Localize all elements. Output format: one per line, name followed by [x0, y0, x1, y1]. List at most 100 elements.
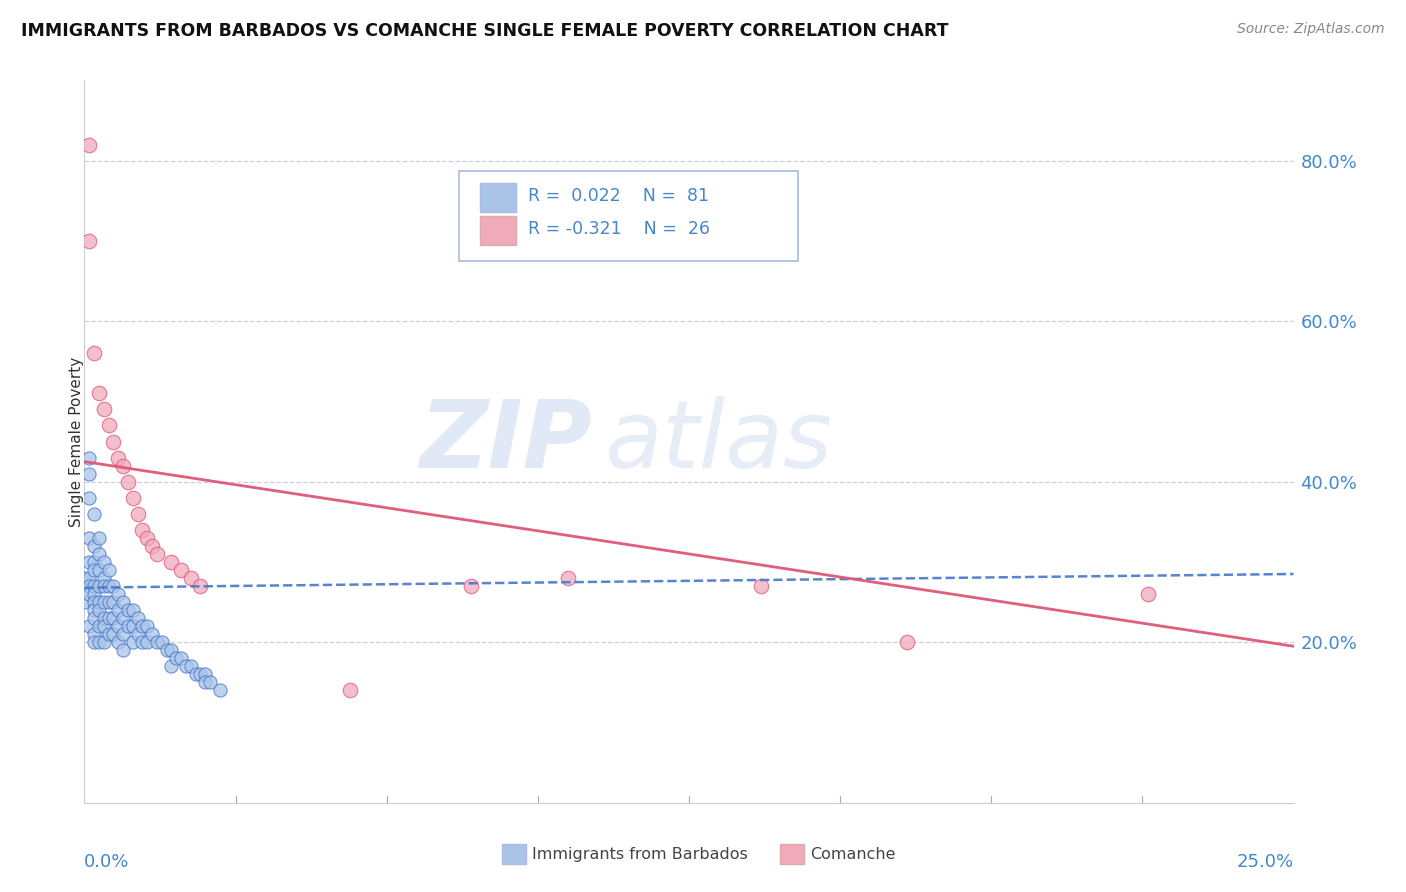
Point: [107, 587, 129, 601]
Point: [160, 659, 183, 673]
Point: [180, 571, 202, 585]
Point: [146, 635, 169, 649]
Point: [131, 619, 153, 633]
Point: [339, 683, 361, 698]
Point: [97, 579, 120, 593]
Point: [121, 619, 143, 633]
Point: [174, 659, 197, 673]
Point: [103, 627, 125, 641]
Text: IMMIGRANTS FROM BARBADOS VS COMANCHE SINGLE FEMALE POVERTY CORRELATION CHART: IMMIGRANTS FROM BARBADOS VS COMANCHE SIN…: [21, 22, 949, 40]
Point: [83, 555, 105, 569]
Point: [170, 563, 193, 577]
Y-axis label: Single Female Poverty: Single Female Poverty: [69, 357, 83, 526]
Point: [87, 547, 110, 561]
Point: [83, 611, 105, 625]
Point: [77, 137, 100, 152]
Point: [83, 563, 105, 577]
Point: [141, 627, 163, 641]
Point: [107, 450, 129, 465]
Point: [87, 635, 110, 649]
Point: [112, 643, 135, 657]
Point: [77, 587, 100, 601]
Point: [160, 555, 183, 569]
Point: [83, 587, 105, 601]
Point: [87, 531, 110, 545]
Text: ZIP: ZIP: [419, 395, 592, 488]
Point: [83, 507, 105, 521]
Point: [83, 346, 105, 360]
FancyBboxPatch shape: [460, 170, 797, 260]
Point: [77, 234, 100, 248]
Text: 0.0%: 0.0%: [84, 854, 129, 871]
Bar: [479, 183, 516, 211]
Point: [93, 595, 115, 609]
Point: [97, 595, 120, 609]
Point: [97, 418, 120, 433]
Point: [112, 611, 135, 625]
Point: [198, 675, 221, 690]
Point: [83, 579, 105, 593]
Point: [83, 603, 105, 617]
Point: [165, 651, 187, 665]
Point: [146, 547, 169, 561]
Point: [557, 571, 579, 585]
Point: [77, 467, 100, 481]
Point: [93, 619, 115, 633]
Text: Source: ZipAtlas.com: Source: ZipAtlas.com: [1237, 22, 1385, 37]
Point: [112, 627, 135, 641]
Point: [208, 683, 231, 698]
Bar: [479, 216, 516, 245]
Point: [77, 571, 100, 585]
Point: [117, 619, 139, 633]
Text: Comanche: Comanche: [810, 847, 896, 862]
Point: [73, 571, 96, 585]
Point: [127, 627, 149, 641]
Point: [117, 603, 139, 617]
Point: [83, 595, 105, 609]
Point: [107, 603, 129, 617]
Point: [155, 643, 177, 657]
Point: [93, 555, 115, 569]
Point: [77, 619, 100, 633]
Point: [103, 595, 125, 609]
Point: [87, 563, 110, 577]
Point: [97, 563, 120, 577]
Point: [194, 667, 217, 681]
Point: [93, 579, 115, 593]
Point: [103, 611, 125, 625]
Point: [896, 635, 918, 649]
Point: [160, 643, 183, 657]
Point: [103, 579, 125, 593]
Point: [121, 635, 143, 649]
Point: [87, 579, 110, 593]
Point: [83, 635, 105, 649]
Point: [83, 539, 105, 553]
Point: [87, 386, 110, 401]
Point: [751, 579, 773, 593]
Point: [194, 675, 217, 690]
Point: [93, 571, 115, 585]
Point: [141, 539, 163, 553]
Point: [97, 627, 120, 641]
Point: [112, 595, 135, 609]
Point: [77, 579, 100, 593]
Point: [460, 579, 482, 593]
Point: [117, 475, 139, 489]
Point: [107, 619, 129, 633]
Point: [136, 619, 159, 633]
Point: [73, 595, 96, 609]
Point: [190, 667, 212, 681]
Point: [1137, 587, 1160, 601]
Point: [93, 402, 115, 417]
Point: [121, 603, 143, 617]
Point: [190, 579, 212, 593]
Bar: [502, 844, 526, 864]
Point: [150, 635, 173, 649]
Text: R = -0.321    N =  26: R = -0.321 N = 26: [529, 220, 710, 238]
Point: [131, 523, 153, 537]
Point: [107, 635, 129, 649]
Text: R =  0.022    N =  81: R = 0.022 N = 81: [529, 187, 709, 205]
Point: [77, 491, 100, 505]
Point: [136, 531, 159, 545]
Point: [184, 667, 207, 681]
